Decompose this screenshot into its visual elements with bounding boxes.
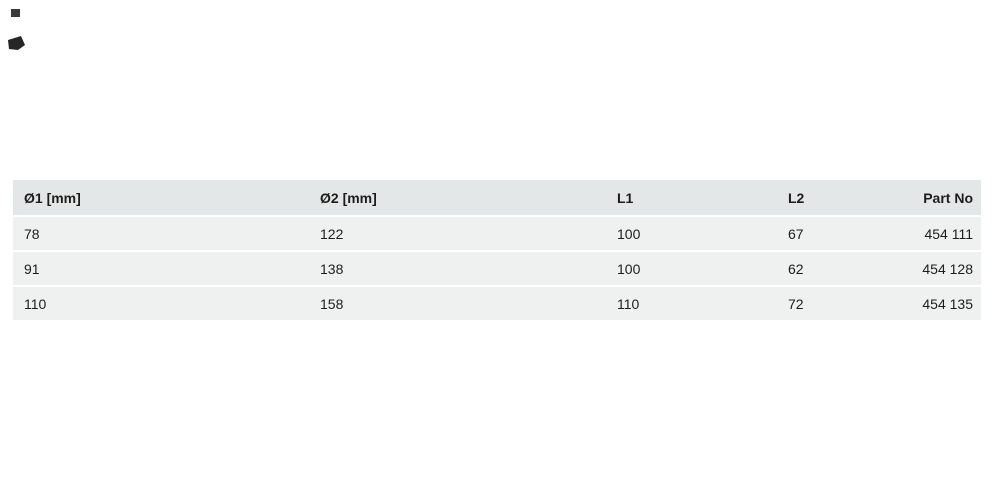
spec-table-section: Ø1 [mm] Ø2 [mm] L1 L2 Part No 78 122 100… (13, 180, 981, 320)
cell-part-no: 454 128 (887, 250, 981, 286)
cell-diameter2: 158 (309, 285, 606, 320)
cell-l2: 67 (777, 215, 887, 251)
cell-part-no: 454 135 (887, 285, 981, 320)
product-photo-fragment-top-icon (11, 9, 20, 17)
col-header-diameter1: Ø1 [mm] (13, 180, 309, 216)
col-header-l1: L1 (606, 180, 777, 216)
cell-l1: 100 (606, 250, 777, 286)
cell-diameter1: 78 (13, 215, 309, 251)
col-header-diameter2: Ø2 [mm] (309, 180, 606, 216)
table-row: 78 122 100 67 454 111 (13, 215, 981, 251)
cell-l2: 62 (777, 250, 887, 286)
cell-part-no: 454 111 (887, 215, 981, 251)
cell-l2: 72 (777, 285, 887, 320)
cell-diameter1: 110 (13, 285, 309, 320)
spec-table: Ø1 [mm] Ø2 [mm] L1 L2 Part No 78 122 100… (13, 180, 981, 320)
col-header-part-no: Part No (887, 180, 981, 216)
table-row: 91 138 100 62 454 128 (13, 250, 981, 286)
cell-diameter2: 138 (309, 250, 606, 286)
cell-diameter1: 91 (13, 250, 309, 286)
product-thumbnail (6, 6, 36, 54)
product-photo-fragment-bottom-icon (8, 36, 25, 50)
cell-diameter2: 122 (309, 215, 606, 251)
table-header-row: Ø1 [mm] Ø2 [mm] L1 L2 Part No (13, 180, 981, 216)
cell-l1: 100 (606, 215, 777, 251)
cell-l1: 110 (606, 285, 777, 320)
product-photo-fragment-icon (8, 9, 25, 50)
table-row: 110 158 110 72 454 135 (13, 285, 981, 320)
col-header-l2: L2 (777, 180, 887, 216)
